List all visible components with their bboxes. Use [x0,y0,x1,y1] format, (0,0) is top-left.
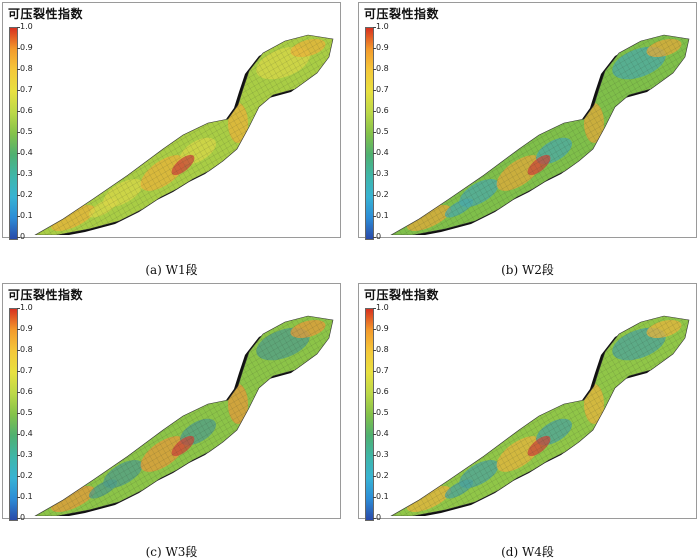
panel-w1: 可压裂性指数 1.0 0.9 0.8 0.7 0.6 0.5 0.4 0.3 0.2 0.1 0 [2,2,341,241]
colorbar-tick-label: 0.7 [373,85,389,94]
colorbar-tick-label: 0.1 [17,492,33,501]
colorbar-tick-label: 0.5 [17,408,33,417]
colorbar-tick-label: 0.3 [373,450,389,459]
colorbar-tick-label: 1.0 [17,303,33,312]
colorbar-tick-label: 0.4 [373,429,389,438]
colorbar-tick-label: 0.6 [17,106,33,115]
colorbar-tick-label: 0.9 [373,43,389,52]
colorbar-tick-label: 0.2 [17,471,33,480]
colorbar-tick-label: 0.9 [373,324,389,333]
colorbar-title: 可压裂性指数 [364,7,440,21]
colorbar-title: 可压裂性指数 [8,288,84,302]
colorbar-tick-label: 1.0 [373,22,389,31]
caption-w2: (b) W2段 [501,263,554,277]
colorbar-tick-label: 0.5 [373,408,389,417]
colorbar-tick-label: 0.1 [17,211,33,220]
map-outline [34,34,334,235]
colorbar-tick-label: 0.4 [17,429,33,438]
colorbar-tick-label: 0.6 [17,387,33,396]
colorbar [365,308,374,521]
colorbar-tick-label: 0.4 [17,148,33,157]
colorbar-tick-label: 0.2 [17,190,33,199]
colorbar-tick-label: 0.8 [17,64,33,73]
map-grid [35,35,333,235]
colorbar-title: 可压裂性指数 [364,288,440,302]
colorbar [9,308,18,521]
fracability-map [34,315,334,516]
colorbar-tick-label: 0.3 [17,169,33,178]
colorbar-tick-label: 0.7 [17,85,33,94]
map-outline [390,315,690,516]
caption-d: (d) W4段 [501,545,554,559]
colorbar-tick-label: 0 [16,232,26,241]
colorbar-tick-label: 0.3 [17,450,33,459]
colorbar-tick-label: 0.7 [373,366,389,375]
colorbar-tick-label: 0.5 [373,127,389,136]
colorbar-tick-label: 0.3 [373,169,389,178]
map-grid [391,35,689,235]
fracability-map [390,315,690,516]
colorbar-tick-label: 1.0 [373,303,389,312]
colorbar-tick-label: 0 [16,513,26,522]
fracability-map [34,34,334,235]
map-outline [34,315,334,516]
colorbar-tick-label: 0.7 [17,366,33,375]
colorbar-tick-label: 0.6 [373,387,389,396]
panel-w3: 可压裂性指数 1.0 0.9 0.8 0.7 0.6 0.5 0.4 0.3 0.2 0.1 0 [2,283,341,522]
colorbar-tick-label: 0.1 [373,211,389,220]
colorbar-tick-label: 1.0 [17,22,33,31]
map-grid [391,316,689,516]
map-grid [35,316,333,516]
colorbar [9,27,18,240]
colorbar-title: 可压裂性指数 [8,7,84,21]
colorbar-tick-label: 0.2 [373,190,389,199]
caption-w1: (a) W1段 [145,263,198,277]
colorbar-tick-label: 0.8 [373,345,389,354]
colorbar-tick-label: 0.2 [373,471,389,480]
colorbar-tick-label: 0.6 [373,106,389,115]
colorbar-tick-label: 0.8 [17,345,33,354]
colorbar-tick-label: 0.8 [373,64,389,73]
colorbar [365,27,374,240]
colorbar-tick-label: 0 [372,513,382,522]
fracability-map [390,34,690,235]
colorbar-tick-label: 0.9 [17,324,33,333]
map-outline [390,34,690,235]
colorbar-tick-label: 0.1 [373,492,389,501]
colorbar-tick-label: 0.5 [17,127,33,136]
panel-w4: 可压裂性指数 1.0 0.9 0.8 0.7 0.6 0.5 0.4 0.3 0.2 0.1 0 [358,283,697,522]
colorbar-tick-label: 0 [372,232,382,241]
colorbar-tick-label: 0.9 [17,43,33,52]
colorbar-tick-label: 0.4 [373,148,389,157]
panel-w2: 可压裂性指数 1.0 0.9 0.8 0.7 0.6 0.5 0.4 0.3 0.2 0.1 0 [358,2,697,241]
caption-w3: (c) W3段 [145,545,198,559]
